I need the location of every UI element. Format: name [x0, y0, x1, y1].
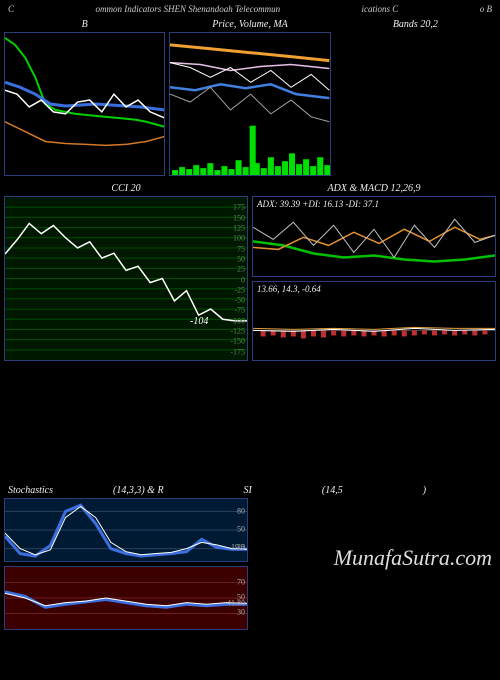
panel-bands-title: Bands 20,2 [335, 18, 496, 32]
macd-chart: 13.66, 14.3, -0.64 [252, 281, 496, 362]
stoch-tick: 50 [237, 525, 245, 534]
stoch-chart: 80502019.3 [4, 498, 248, 562]
cci-tick: -25 [234, 285, 245, 294]
cci-tick: -175 [230, 347, 245, 356]
panel-ma-chart [169, 32, 330, 176]
stoch-hdr-4: ) [423, 485, 426, 496]
cci-tick: 0 [241, 275, 245, 284]
stoch-hdr-2: SI [244, 485, 252, 496]
cci-value-label: -104 [190, 316, 208, 327]
top-panels: B Price, Volume, MA Bands 20,2 [0, 18, 500, 178]
cci-tick: -125 [230, 327, 245, 336]
panel-adx-title: ADX & MACD 12,26,9 [252, 182, 496, 196]
hdr-right-a: ications C [362, 4, 399, 14]
cci-tick: 50 [237, 254, 245, 263]
watermark: MunafaSutra.com [334, 545, 492, 571]
cci-tick: 125 [233, 223, 245, 232]
mid-panels: CCI 20 175150125 1007550 250-25 -50-75-100 -… [0, 178, 500, 365]
page-header: C ommon Indicators SHEN Shenandoah Telec… [0, 0, 500, 18]
panel-bands: Bands 20,2 [335, 18, 496, 178]
panel-ma-title: Price, Volume, MA [169, 18, 330, 32]
stoch-hdr-3: (14,5 [322, 485, 343, 496]
adx-chart: ADX: 39.39 +DI: 16.13 -DI: 37.1 [252, 196, 496, 277]
rsi-tick: 30 [237, 608, 245, 617]
cci-tick: 75 [237, 244, 245, 253]
panel-cci-title: CCI 20 [4, 182, 248, 196]
stoch-header: Stochastics (14,3,3) & R SI (14,5 ) [0, 475, 500, 498]
cci-tick: -50 [234, 296, 245, 305]
cci-tick: 100 [233, 234, 245, 243]
hdr-center: ommon Indicators SHEN Shenandoah Telecom… [95, 4, 280, 14]
cci-tick: -75 [234, 306, 245, 315]
panel-ma: Price, Volume, MA [169, 18, 330, 178]
stoch-hdr-0: Stochastics [8, 485, 53, 496]
panel-bb-chart [4, 32, 165, 176]
cci-tick: 175 [233, 203, 245, 212]
cci-tick: 150 [233, 213, 245, 222]
adx-values: ADX: 39.39 +DI: 16.13 -DI: 37.1 [257, 199, 379, 209]
rsi-tick: 70 [237, 578, 245, 587]
stoch-hdr-1: (14,3,3) & R [113, 485, 164, 496]
panel-cci-chart: 175150125 1007550 250-25 -50-75-100 -125-150… [4, 196, 248, 361]
panel-cci: CCI 20 175150125 1007550 250-25 -50-75-100 -… [4, 182, 248, 361]
cci-tick: -150 [230, 337, 245, 346]
spacer [0, 365, 500, 475]
panel-bb: B [4, 18, 165, 178]
panel-bb-title: B [4, 18, 165, 32]
hdr-left: C [8, 4, 14, 14]
stoch-tick: 80 [237, 507, 245, 516]
rsi-value-label: 41.80 [227, 599, 245, 608]
cci-tick: -100 [230, 316, 245, 325]
hdr-right-b: o B [480, 4, 492, 14]
rsi-chart: 70503041.80 [4, 566, 248, 630]
panel-adx-macd: ADX & MACD 12,26,9 ADX: 39.39 +DI: 16.13… [252, 182, 496, 361]
stoch-value-label: 19.3 [231, 543, 245, 552]
panel-bands-chart [335, 32, 496, 176]
cci-tick: 25 [237, 265, 245, 274]
macd-values: 13.66, 14.3, -0.64 [257, 284, 321, 294]
